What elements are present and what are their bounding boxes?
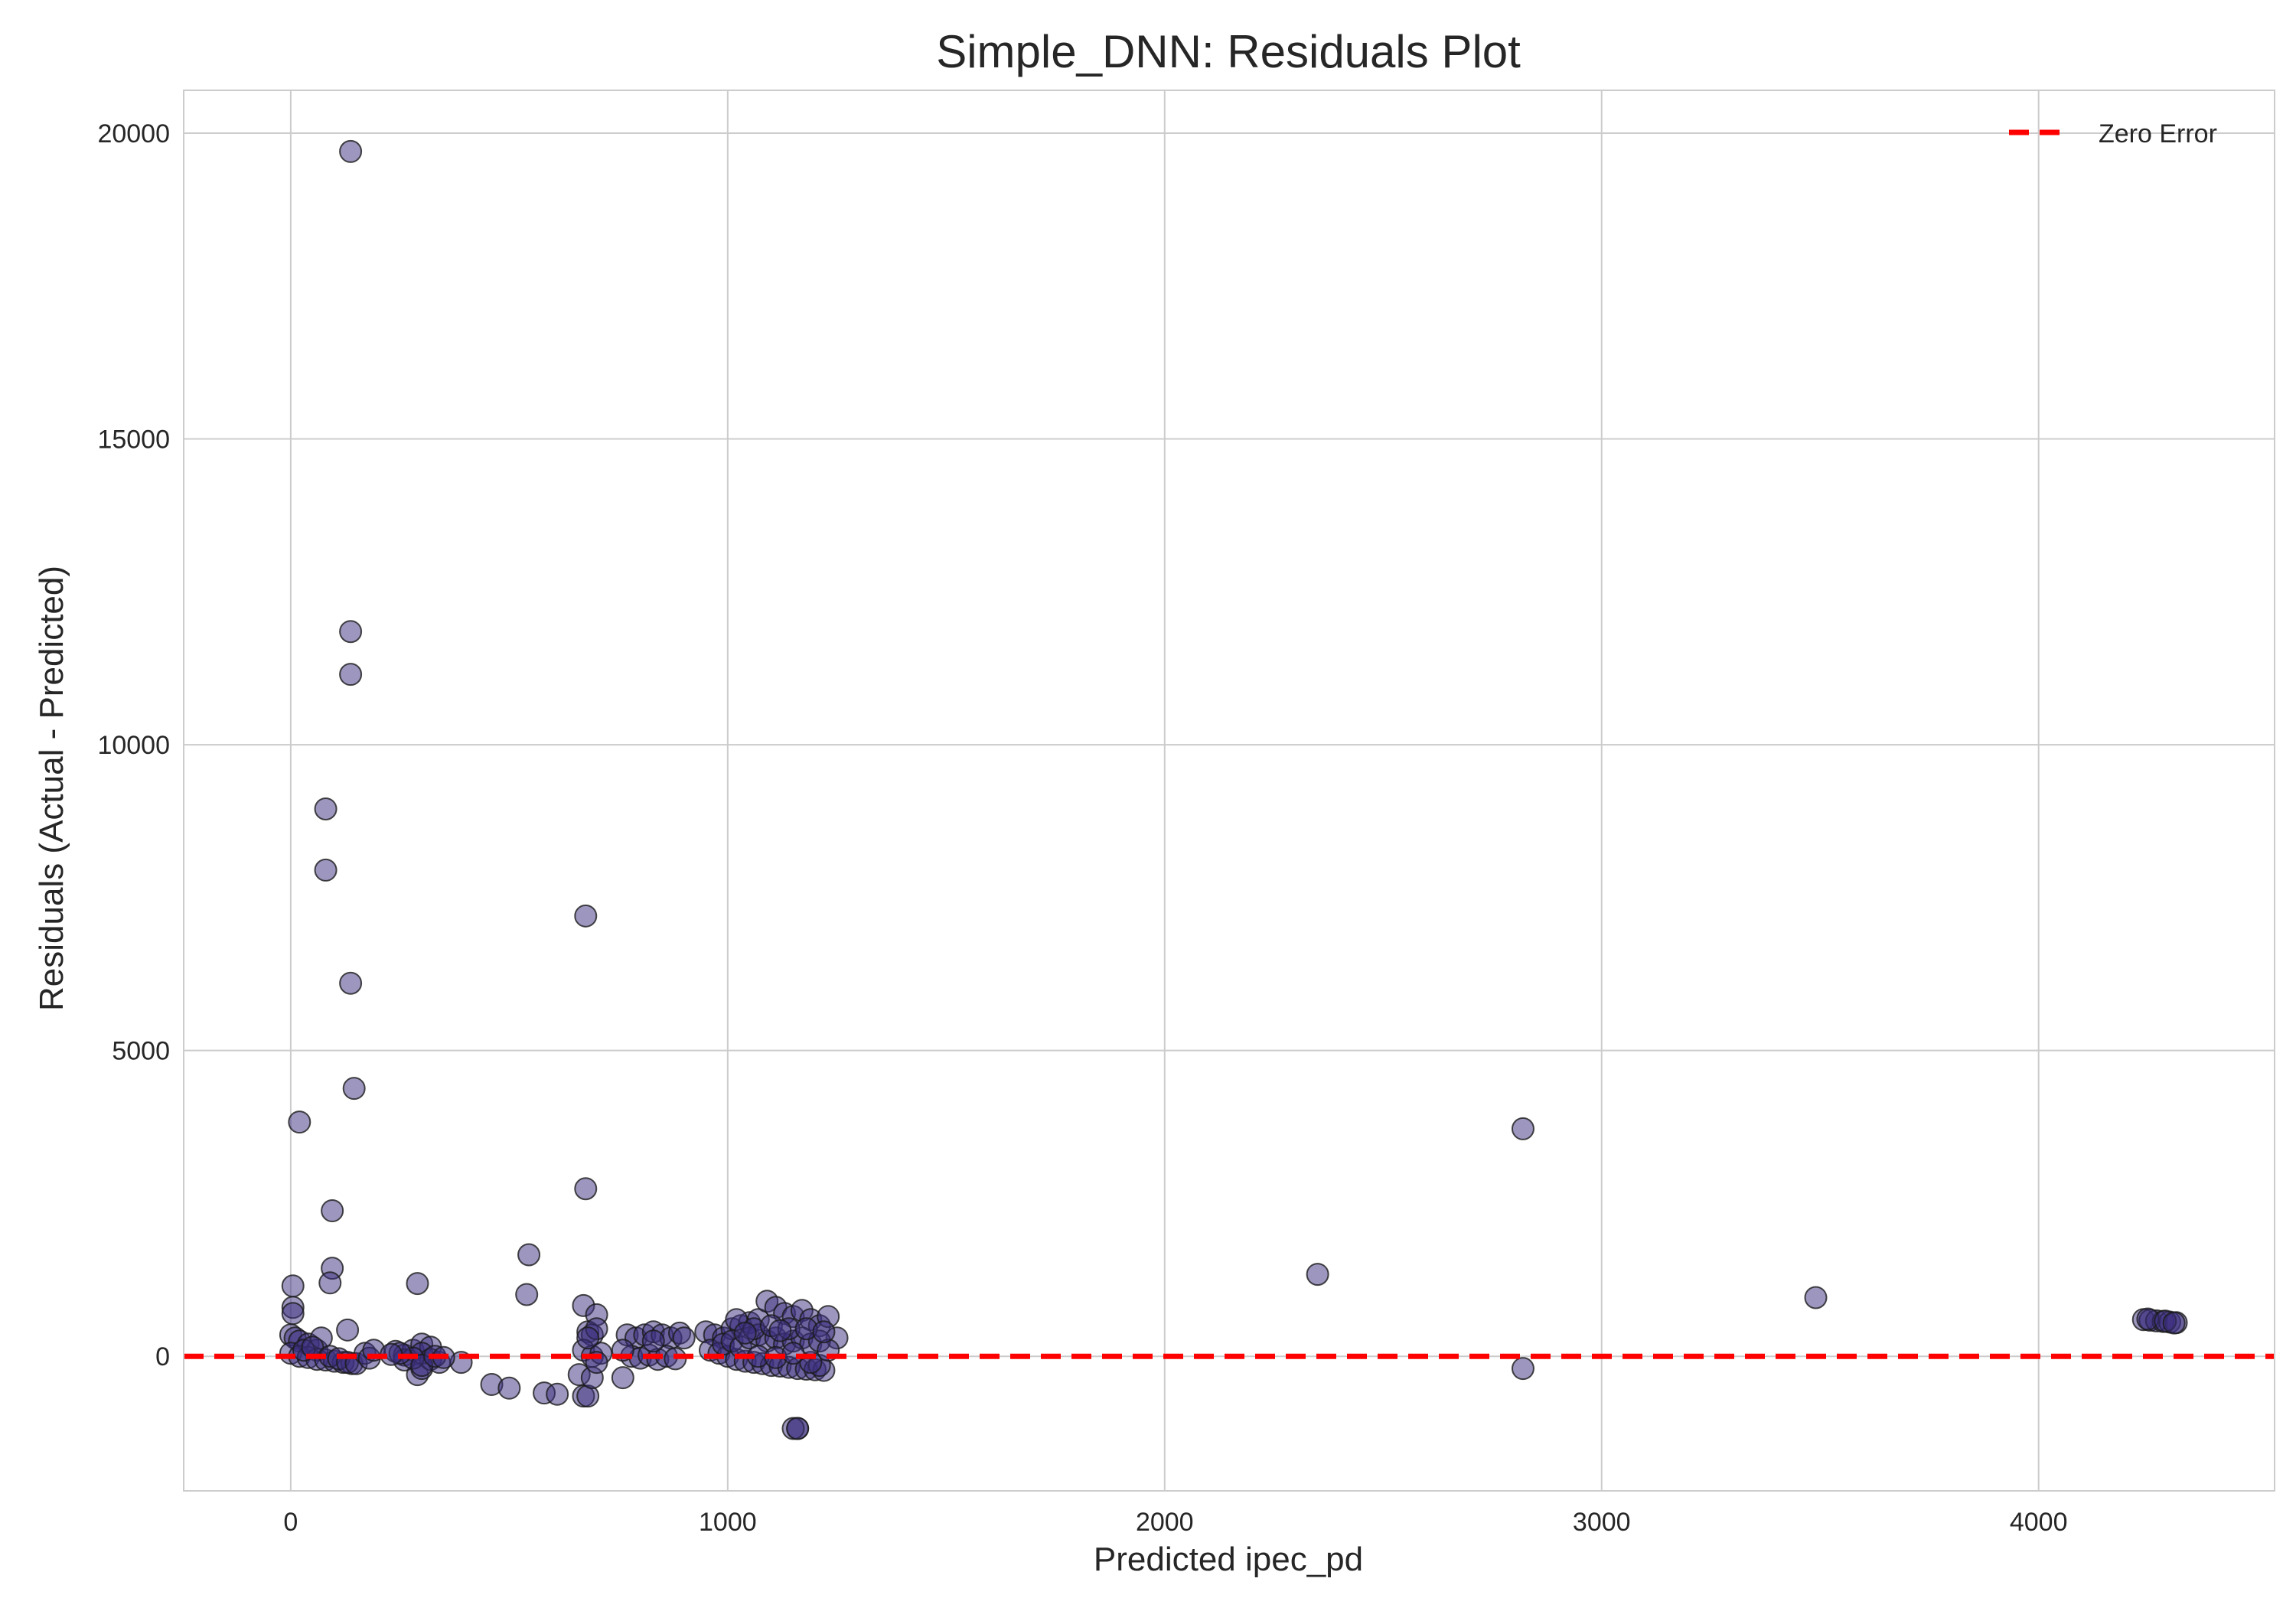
chart-title: Simple_DNN: Residuals Plot: [936, 26, 1521, 77]
y-tick-label: 5000: [112, 1037, 170, 1066]
x-tick-label: 2000: [1136, 1508, 1194, 1537]
x-tick-label: 4000: [2010, 1508, 2068, 1537]
data-point: [1804, 1286, 1828, 1309]
data-point: [2162, 1311, 2186, 1335]
legend-label-zero-error: Zero Error: [2099, 119, 2217, 148]
data-point: [339, 663, 363, 686]
y-axis-title: Residuals (Actual - Predicted): [33, 566, 70, 1011]
y-tick-label: 20000: [97, 119, 170, 148]
x-tick-label: 0: [283, 1508, 298, 1537]
data-point: [281, 1274, 305, 1298]
data-point: [611, 1366, 634, 1390]
data-point: [574, 1177, 598, 1201]
data-point: [342, 1077, 366, 1101]
data-point: [515, 1283, 539, 1306]
data-point: [318, 1271, 342, 1295]
x-axis-title: Predicted ipec_pd: [1094, 1541, 1363, 1578]
data-point: [786, 1417, 810, 1440]
legend: Zero Error: [2009, 119, 2217, 148]
data-point: [281, 1302, 305, 1326]
points-layer: [279, 139, 2188, 1440]
y-tick-label: 15000: [97, 426, 170, 455]
data-point: [576, 1326, 600, 1350]
y-tick-label: 10000: [97, 731, 170, 760]
data-point: [497, 1376, 521, 1400]
data-point: [406, 1272, 429, 1296]
data-point: [339, 620, 363, 644]
data-point: [314, 858, 338, 882]
y-tick-label: 0: [155, 1342, 170, 1371]
data-point: [768, 1319, 792, 1342]
data-point: [672, 1326, 696, 1350]
data-point: [781, 1342, 805, 1365]
data-point: [812, 1320, 836, 1344]
x-tick-label: 1000: [699, 1508, 757, 1537]
data-point: [733, 1321, 757, 1345]
data-point: [641, 1329, 665, 1353]
data-point: [288, 1110, 311, 1134]
data-point: [1511, 1357, 1534, 1381]
x-tick-label: 3000: [1573, 1508, 1631, 1537]
data-point: [339, 971, 363, 995]
data-point: [1306, 1263, 1329, 1287]
ticks-layer: 0 1000 2000 3000 4000 0 5000 10000 15000 20000: [97, 119, 2067, 1537]
data-point: [314, 797, 338, 820]
data-point: [517, 1243, 541, 1267]
data-point: [546, 1382, 569, 1406]
data-point: [321, 1199, 344, 1222]
data-point: [1511, 1117, 1534, 1140]
plot-frame: [183, 90, 2275, 1492]
data-point: [339, 139, 363, 163]
data-point: [336, 1318, 360, 1342]
data-point: [574, 904, 598, 928]
